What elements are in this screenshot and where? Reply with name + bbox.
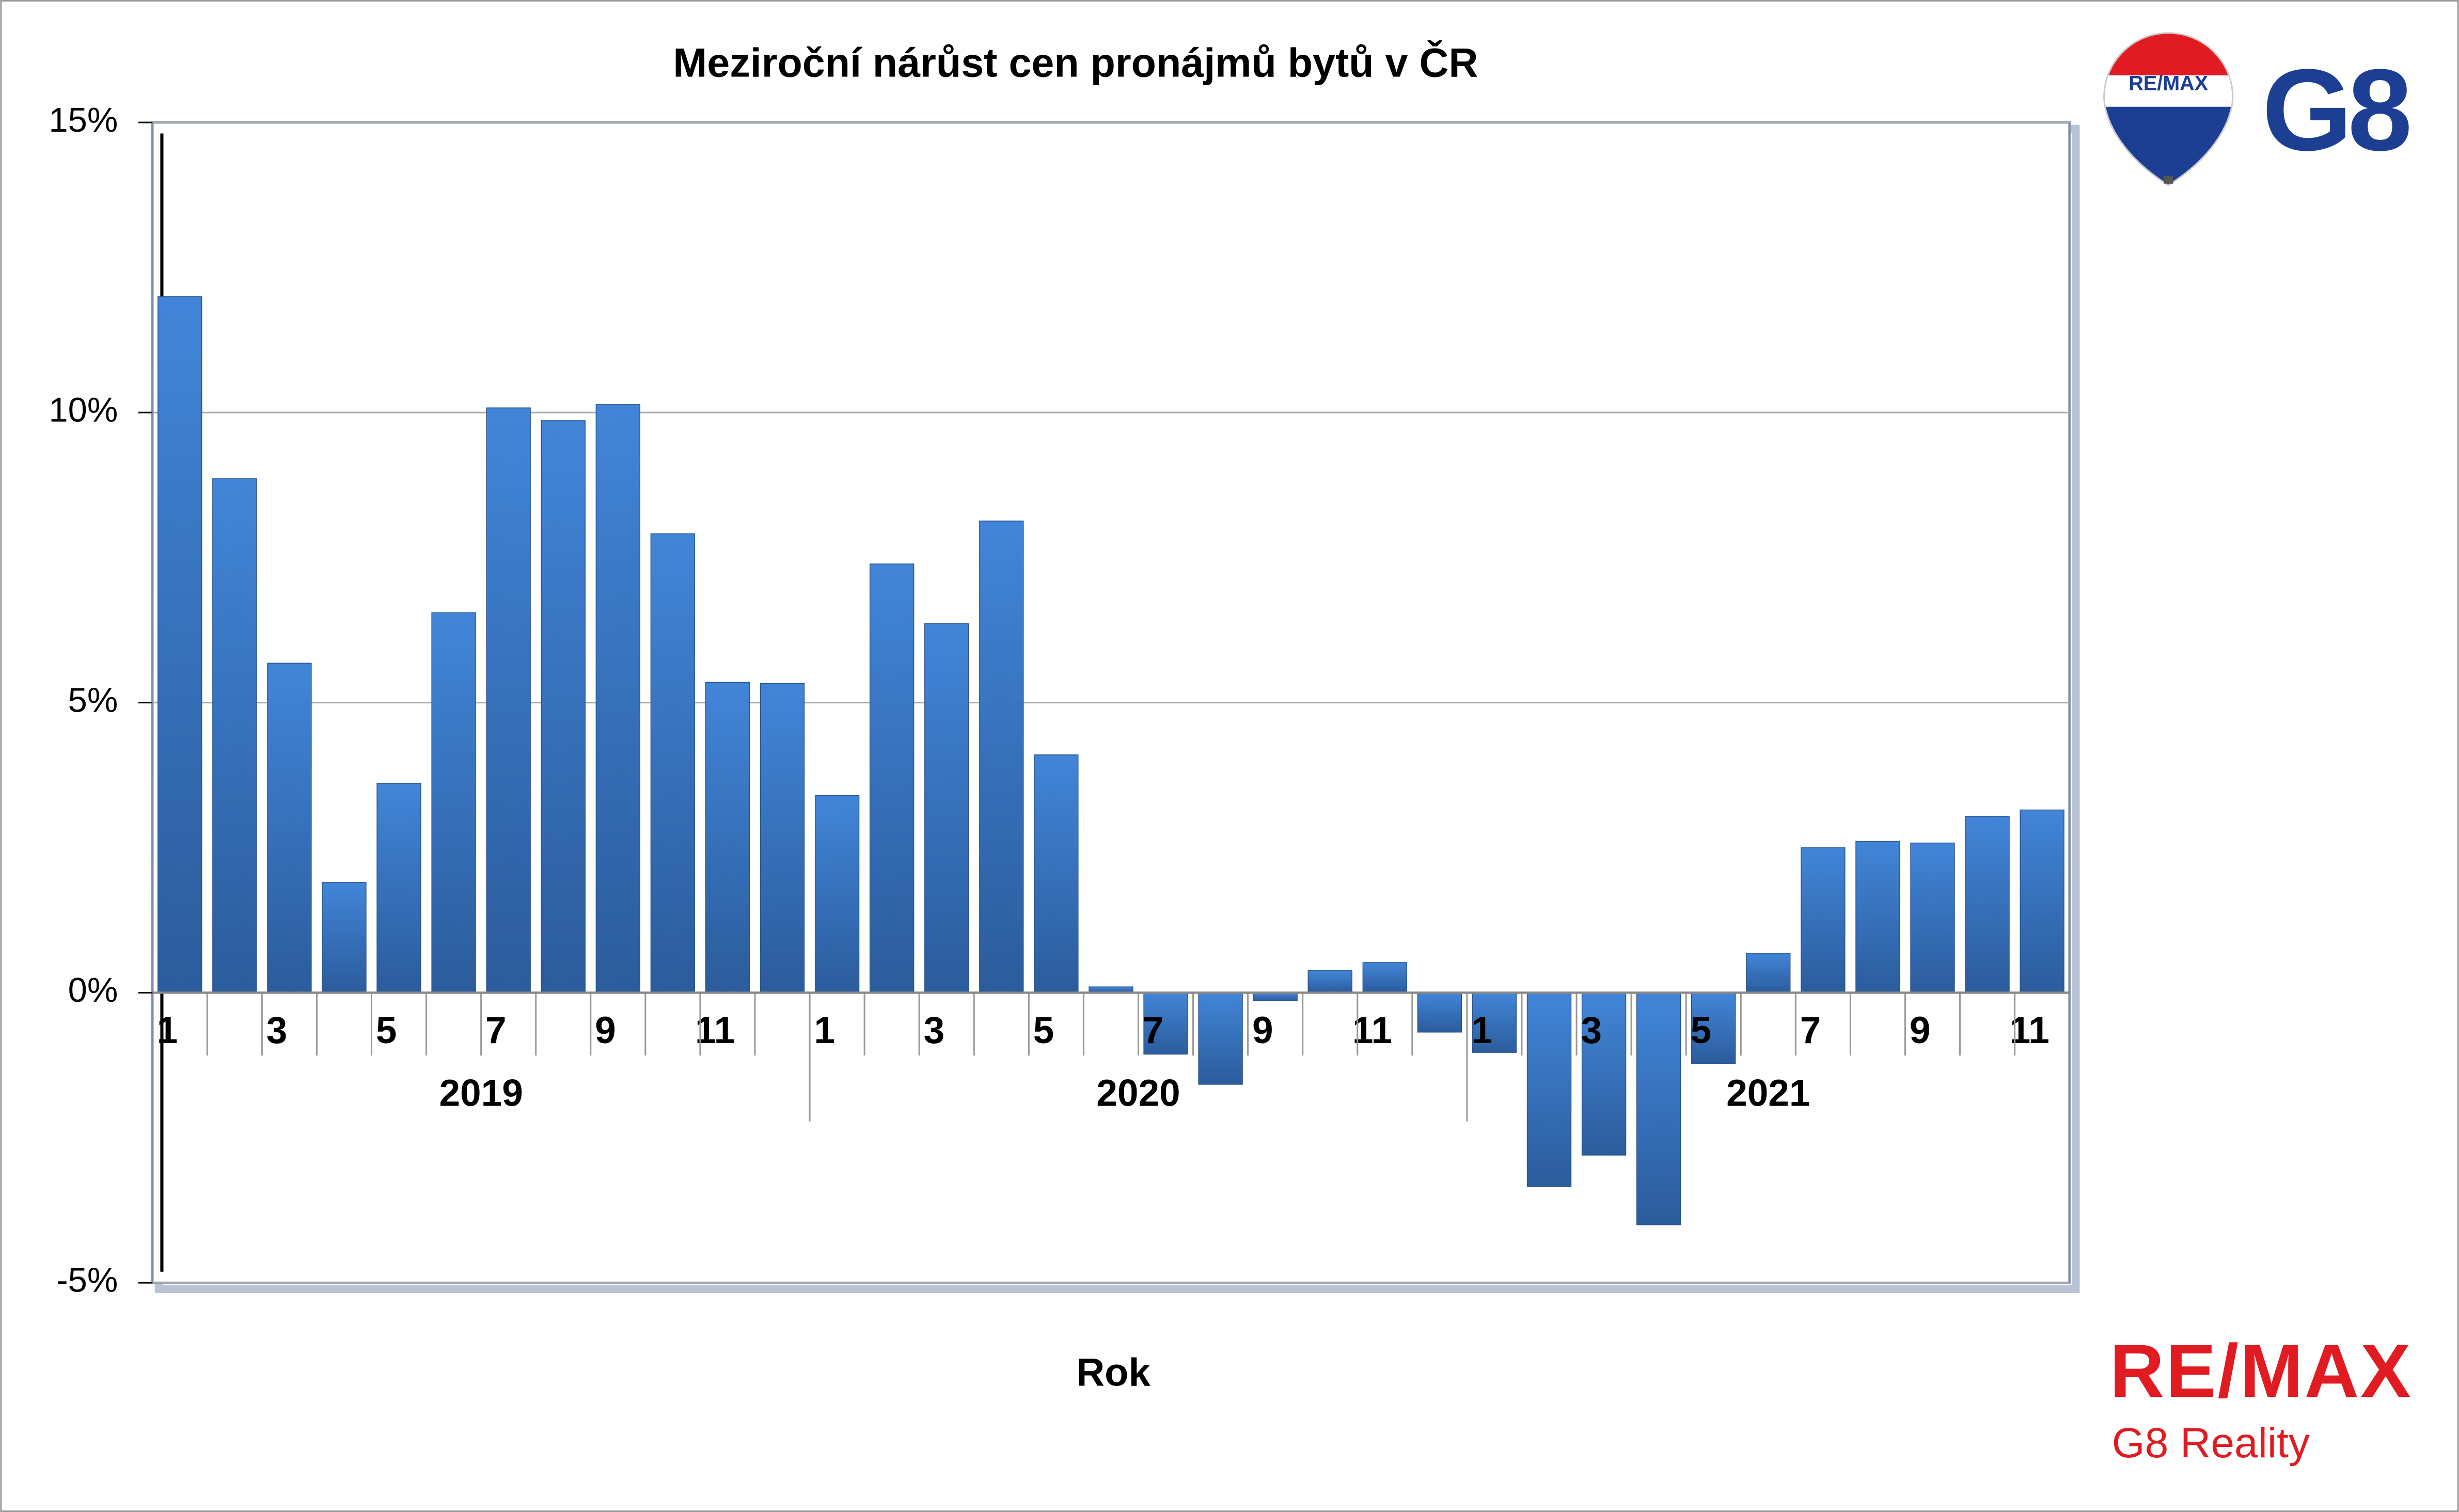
x-tick-label: 7 <box>485 1010 507 1051</box>
bar <box>431 612 476 994</box>
x-tick-label: 3 <box>924 1010 945 1051</box>
y-tick-label: 15% <box>49 101 118 139</box>
year-label: 2021 <box>1726 1073 1810 1114</box>
x-tick-label: 5 <box>376 1010 397 1051</box>
x-tick-label: 1 <box>1471 1010 1492 1051</box>
tagline: G8 Reality <box>2112 1420 2310 1467</box>
bar <box>595 404 641 994</box>
bar <box>2020 809 2064 994</box>
y-tick-label: 10% <box>49 391 118 430</box>
wordmark: RE/MAX <box>2110 1329 2413 1413</box>
bar <box>1307 970 1352 994</box>
x-tick-label: 11 <box>2010 1010 2050 1051</box>
bar <box>1143 992 1188 1055</box>
x-tick-label: 9 <box>1252 1010 1273 1051</box>
x-tick-label: 7 <box>1143 1010 1164 1051</box>
year-label: 2020 <box>1096 1073 1180 1114</box>
bar <box>1581 992 1627 1156</box>
x-tick-label: 5 <box>1033 1010 1054 1051</box>
bar <box>267 663 312 994</box>
x-tick-label: 9 <box>595 1010 616 1051</box>
x-tick-label: 1 <box>157 1010 178 1051</box>
x-tick-label: 7 <box>1800 1010 1821 1051</box>
bar <box>924 623 969 994</box>
x-tick-label: 11 <box>1352 1010 1392 1051</box>
bar <box>1965 816 2010 994</box>
bar <box>705 682 750 994</box>
bar <box>1417 992 1462 1033</box>
bar <box>376 783 421 994</box>
bar <box>486 407 531 994</box>
bar <box>1526 992 1572 1187</box>
x-tick-label: 3 <box>1581 1010 1602 1051</box>
bar <box>814 795 860 994</box>
bar <box>1472 992 1517 1053</box>
x-tick-label: 5 <box>1691 1010 1712 1051</box>
bars <box>157 296 2064 1225</box>
bar <box>1691 992 1736 1064</box>
bar <box>979 521 1024 994</box>
bar <box>212 478 257 994</box>
x-axis-title: Rok <box>1076 1351 1150 1395</box>
bar <box>1910 842 1955 994</box>
badge-text: RE/MAX <box>2129 72 2208 95</box>
x-tick-label: 9 <box>1910 1010 1931 1051</box>
chart-title: Meziroční nárůst cen pronájmů bytů v ČR <box>673 40 1478 86</box>
bar <box>1034 754 1079 994</box>
x-tick-label: 1 <box>814 1010 835 1051</box>
bar <box>1801 847 1846 994</box>
bar <box>1198 992 1243 1085</box>
bar <box>1746 953 1791 994</box>
bar <box>1362 962 1407 994</box>
bar <box>1253 992 1298 1001</box>
bar <box>157 296 202 994</box>
bar <box>1636 992 1681 1225</box>
bar <box>650 533 696 994</box>
year-label: 2019 <box>439 1073 523 1114</box>
y-tick-label: 5% <box>68 681 118 719</box>
bar <box>869 563 915 994</box>
bar <box>322 882 367 994</box>
bar <box>541 420 586 994</box>
bar <box>1855 841 1900 994</box>
y-tick-label: -5% <box>56 1261 118 1300</box>
x-tick-label: 11 <box>695 1010 735 1051</box>
x-tick-label: 3 <box>266 1010 288 1051</box>
y-tick-label: 0% <box>68 971 118 1010</box>
g8-mark: G8 <box>2262 45 2409 175</box>
bar <box>760 683 805 994</box>
